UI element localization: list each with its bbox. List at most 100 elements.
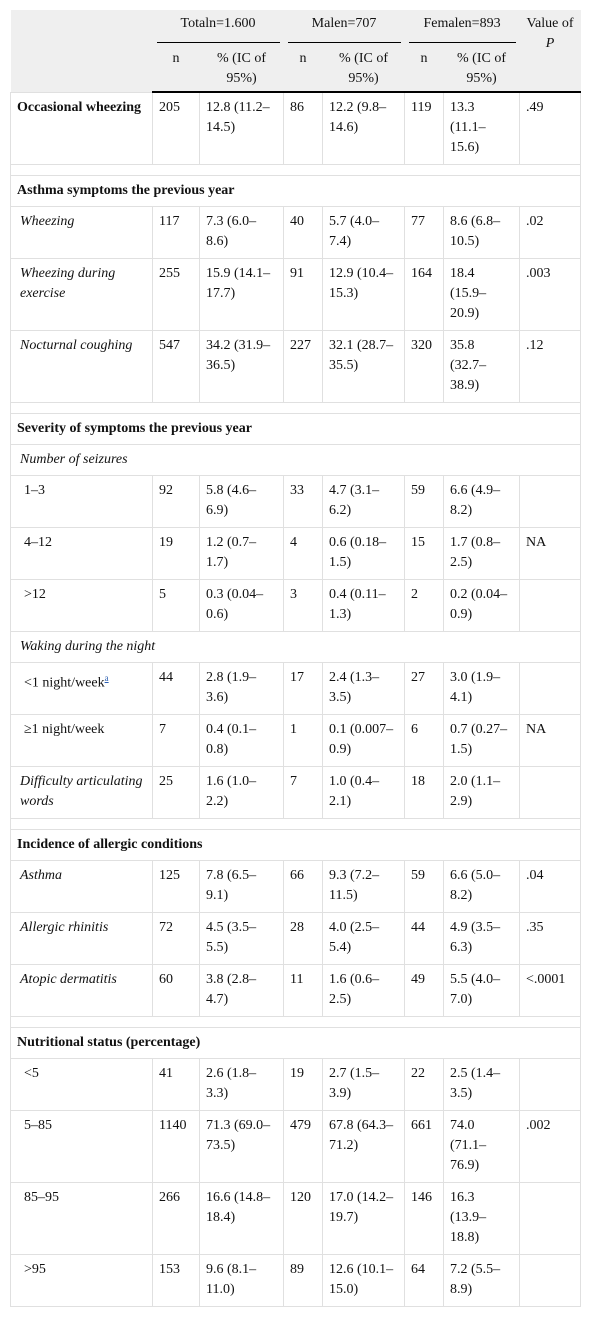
data-cell: 7 <box>152 714 200 767</box>
data-cell <box>519 1254 582 1307</box>
data-cell: 33 <box>283 475 323 528</box>
data-cell: 17 <box>283 662 323 715</box>
row-label-text: 5–85 <box>24 1118 52 1133</box>
data-cell: 255 <box>152 258 200 331</box>
header-blank <box>10 10 153 92</box>
data-cell: <.0001 <box>519 964 582 1017</box>
section-row: Nutritional status (percentage) <box>9 1027 582 1059</box>
row-label: Wheezing during exercise <box>10 258 153 331</box>
data-cell <box>519 662 582 715</box>
row-label: ≥1 night/week <box>10 714 153 767</box>
spacer-row <box>9 818 582 830</box>
data-cell: 3 <box>283 579 323 632</box>
data-cell: 1.0 (0.4–2.1) <box>321 766 406 819</box>
section-label: Nutritional status (percentage) <box>9 1027 582 1059</box>
data-cell: 661 <box>404 1110 445 1183</box>
data-cell: 153 <box>152 1254 200 1307</box>
data-cell: 7 <box>283 766 323 819</box>
row-label-text: 4–12 <box>24 535 52 550</box>
data-cell: 4.0 (2.5–5.4) <box>321 912 406 965</box>
subgroup-row: Number of seizures <box>9 444 582 476</box>
spacer-row <box>9 402 582 414</box>
data-cell: 13.3 (11.1–15.6) <box>443 91 521 165</box>
data-row: <5 41 2.6 (1.8–3.3) 19 2.7 (1.5–3.9) 22 2.5 (1… <box>10 1058 582 1111</box>
row-label: Asthma <box>10 860 153 913</box>
data-cell <box>519 766 582 819</box>
data-cell: 0.4 (0.11–1.3) <box>321 579 406 632</box>
section-label: Incidence of allergic conditions <box>9 829 582 861</box>
data-cell: 27 <box>404 662 445 715</box>
data-cell <box>519 475 582 528</box>
data-cell: 12.2 (9.8–14.6) <box>321 91 406 165</box>
data-row: Asthma 125 7.8 (6.5–9.1) 66 9.3 (7.2–11.5) 59… <box>10 860 582 913</box>
subheader-cell: % (IC of 95%) <box>322 47 405 93</box>
data-cell: .002 <box>519 1110 582 1183</box>
data-cell: 91 <box>283 258 323 331</box>
data-cell <box>519 1058 582 1111</box>
data-cell <box>519 579 582 632</box>
row-label-text: ≥1 night/week <box>24 722 105 737</box>
data-cell: 2.6 (1.8–3.3) <box>199 1058 284 1111</box>
row-label-text: Wheezing <box>20 214 75 229</box>
data-cell: 60 <box>152 964 200 1017</box>
data-cell: 5.8 (4.6–6.9) <box>199 475 284 528</box>
data-row: ≥1 night/week 7 0.4 (0.1–0.8) 1 0.1 (0.007–0… <box>10 714 582 767</box>
subgroup-row: Waking during the night <box>9 631 582 663</box>
table-body: Occasional wheezing 205 12.8 (11.2–14.5) 86… <box>9 91 582 1307</box>
data-cell: 3.0 (1.9–4.1) <box>443 662 521 715</box>
row-label-text: <1 night/week <box>24 675 105 691</box>
data-cell: 18 <box>404 766 445 819</box>
row-label: Difficulty articulating words <box>10 766 153 819</box>
row-label-text: >95 <box>24 1262 46 1277</box>
data-cell: 0.6 (0.18–1.5) <box>321 527 406 580</box>
data-cell: 17.0 (14.2–19.7) <box>321 1182 406 1255</box>
spacer-cell <box>9 402 582 414</box>
data-cell: 320 <box>404 330 445 403</box>
data-cell: 12.9 (10.4–15.3) <box>321 258 406 331</box>
data-cell: 1.6 (1.0–2.2) <box>199 766 284 819</box>
p-header-text: Value of <box>526 16 574 31</box>
subheader-cell: n <box>152 47 200 93</box>
data-cell: 72 <box>152 912 200 965</box>
data-cell: 15 <box>404 527 445 580</box>
data-cell: 479 <box>283 1110 323 1183</box>
data-cell: .35 <box>519 912 582 965</box>
data-cell: 19 <box>283 1058 323 1111</box>
data-cell: 2.0 (1.1–2.9) <box>443 766 521 819</box>
subheader-cell: n <box>283 47 323 93</box>
data-cell: 16.6 (14.8–18.4) <box>199 1182 284 1255</box>
data-cell: 59 <box>404 860 445 913</box>
data-cell: 16.3 (13.9–18.8) <box>443 1182 521 1255</box>
section-row: Incidence of allergic conditions <box>9 829 582 861</box>
data-cell: 0.3 (0.04–0.6) <box>199 579 284 632</box>
data-cell: 19 <box>152 527 200 580</box>
data-cell: 2.7 (1.5–3.9) <box>321 1058 406 1111</box>
subheader-cell: % (IC of 95%) <box>199 47 284 93</box>
row-label: Nocturnal coughing <box>10 330 153 403</box>
row-label-text: <5 <box>24 1066 39 1081</box>
row-label-text: Wheezing during exercise <box>20 266 116 301</box>
data-cell: 92 <box>152 475 200 528</box>
data-cell: 2.8 (1.9–3.6) <box>199 662 284 715</box>
data-cell: 59 <box>404 475 445 528</box>
data-cell: 44 <box>404 912 445 965</box>
data-cell: 49 <box>404 964 445 1017</box>
data-cell: 28 <box>283 912 323 965</box>
row-label-text: Asthma <box>20 868 62 883</box>
data-cell: .02 <box>519 206 582 259</box>
spacer-row <box>9 1016 582 1028</box>
section-row: Asthma symptoms the previous year <box>9 175 582 207</box>
data-cell: 86 <box>283 91 323 165</box>
data-row: >12 5 0.3 (0.04–0.6) 3 0.4 (0.11–1.3) 2 0.2 (0… <box>10 579 582 632</box>
data-cell: 119 <box>404 91 445 165</box>
data-cell: 11 <box>283 964 323 1017</box>
data-cell: 0.1 (0.007–0.9) <box>321 714 406 767</box>
data-cell: .12 <box>519 330 582 403</box>
row-label-text: Atopic dermatitis <box>20 972 117 987</box>
data-cell: 4.5 (3.5–5.5) <box>199 912 284 965</box>
data-row: Difficulty articulating words 25 1.6 (1.0–… <box>10 766 582 819</box>
row-label: Atopic dermatitis <box>10 964 153 1017</box>
row-label-text: Difficulty articulating words <box>20 774 143 809</box>
data-cell: 22 <box>404 1058 445 1111</box>
